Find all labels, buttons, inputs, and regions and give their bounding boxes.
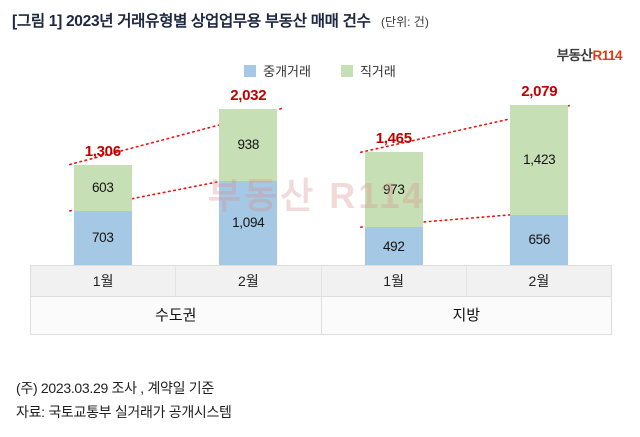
legend-item-brokered: 중개거래 xyxy=(244,61,311,80)
brand-logo: 부동산R114 xyxy=(556,44,623,64)
segment-value: 1,094 xyxy=(232,215,265,231)
figure-title: [그림 1] 2023년 거래유형별 상업업무용 부동산 매매 건수 xyxy=(12,13,371,30)
stacked-bar: 973 492 xyxy=(364,152,423,265)
legend: 중개거래 직거래 xyxy=(0,61,640,80)
legend-swatch-blue-icon xyxy=(244,64,257,77)
stacked-bar-chart: 1,306 603 703 2,032 938 1,094 1,465 973 … xyxy=(30,83,612,265)
segment-direct: 1,423 xyxy=(510,105,569,215)
bar-jibang-feb: 2,079 1,423 656 xyxy=(510,83,569,265)
month-cell: 2월 xyxy=(465,266,611,296)
segment-value: 492 xyxy=(382,238,405,254)
bar-sudogwon-feb: 2,032 938 1,094 xyxy=(219,86,278,265)
region-row: 수도권 지방 xyxy=(31,297,611,334)
segment-brokered: 492 xyxy=(364,227,423,265)
segment-direct: 973 xyxy=(364,152,423,228)
bar-sudogwon-jan: 1,306 603 703 xyxy=(73,142,132,265)
figure-header: [그림 1] 2023년 거래유형별 상업업무용 부동산 매매 건수 (단위: … xyxy=(12,9,429,31)
segment-brokered: 656 xyxy=(510,214,569,265)
month-cell: 1월 xyxy=(31,266,176,296)
segment-value: 703 xyxy=(91,230,114,246)
segment-value: 656 xyxy=(528,232,551,248)
region-cell-sudogwon: 수도권 xyxy=(31,297,321,334)
legend-label: 중개거래 xyxy=(263,64,311,79)
bar-jibang-jan: 1,465 973 492 xyxy=(364,130,423,265)
stacked-bar: 1,423 656 xyxy=(510,105,569,265)
region-cell-jibang: 지방 xyxy=(320,297,611,334)
brand-logo-text: 부동산 xyxy=(556,48,593,63)
segment-direct: 603 xyxy=(73,164,132,211)
brand-logo-mark: R114 xyxy=(592,48,622,63)
legend-item-direct: 직거래 xyxy=(340,61,396,80)
segment-value: 1,423 xyxy=(523,152,556,168)
legend-label: 직거래 xyxy=(359,64,396,79)
total-label: 2,079 xyxy=(521,83,558,101)
legend-swatch-green-icon xyxy=(340,64,353,77)
survey-note: (주) 2023.03.29 조사 , 계약일 기준 xyxy=(16,380,214,396)
stacked-bar: 603 703 xyxy=(73,164,132,265)
stacked-bar: 938 1,094 xyxy=(219,108,278,265)
data-source: 자료: 국토교통부 실거래가 공개시스템 xyxy=(16,404,232,420)
segment-direct: 938 xyxy=(219,108,278,181)
segment-brokered: 1,094 xyxy=(219,180,278,265)
month-row: 1월 2월 1월 2월 xyxy=(31,266,611,297)
segment-value: 973 xyxy=(382,182,405,198)
total-label: 1,465 xyxy=(375,130,412,148)
segment-brokered: 703 xyxy=(73,210,132,265)
month-cell: 2월 xyxy=(175,266,321,296)
total-label: 1,306 xyxy=(84,142,121,160)
month-cell: 1월 xyxy=(320,266,466,296)
unit-label: (단위: 건) xyxy=(381,15,429,29)
segment-value: 603 xyxy=(91,180,114,196)
x-axis-table: 1월 2월 1월 2월 수도권 지방 xyxy=(30,265,612,335)
total-label: 2,032 xyxy=(230,86,267,104)
segment-value: 938 xyxy=(237,137,260,153)
